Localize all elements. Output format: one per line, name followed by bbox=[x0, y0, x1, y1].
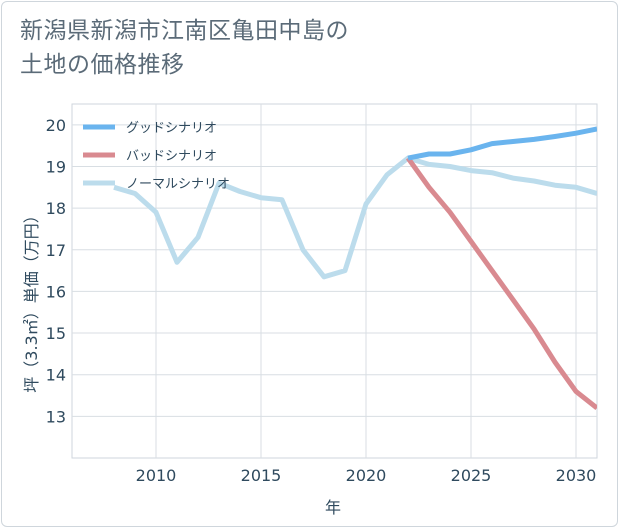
title-line-1: 新潟県新潟市江南区亀田中島の bbox=[20, 18, 349, 44]
title-line-2: 土地の価格推移 bbox=[20, 52, 185, 78]
series-line-0 bbox=[407, 126, 597, 161]
y-tick-label: 17 bbox=[46, 241, 66, 260]
x-tick-label: 2010 bbox=[136, 466, 177, 485]
x-tick-labels: 2010 2015 2020 2025 2030 bbox=[136, 466, 597, 485]
chart-title: 新潟県新潟市江南区亀田中島の 土地の価格推移 bbox=[20, 14, 349, 82]
legend-label-2: ノーマルシナリオ bbox=[126, 177, 230, 192]
series-line-1 bbox=[405, 156, 597, 410]
y-tick-label: 15 bbox=[46, 324, 66, 343]
x-tick-label: 2015 bbox=[241, 466, 282, 485]
y-tick-label: 18 bbox=[46, 199, 66, 218]
x-axis-title: 年 bbox=[325, 498, 341, 517]
y-gridlines bbox=[72, 124, 597, 417]
legend-label-0: グッドシナリオ bbox=[126, 121, 217, 136]
x-tick-label: 2020 bbox=[346, 466, 387, 485]
x-gridlines bbox=[155, 104, 577, 458]
y-tick-label: 13 bbox=[46, 407, 66, 426]
y-tick-labels: 13 14 15 16 17 18 19 20 bbox=[46, 116, 66, 427]
x-tick-label: 2025 bbox=[451, 466, 492, 485]
y-tick-label: 16 bbox=[46, 282, 66, 301]
y-tick-label: 20 bbox=[46, 116, 66, 135]
y-tick-label: 19 bbox=[46, 157, 66, 176]
legend-label-1: バッドシナリオ bbox=[126, 149, 217, 164]
plot-area bbox=[71, 103, 598, 459]
y-axis-title: 坪（3.3㎡）単価（万円） bbox=[22, 207, 41, 392]
x-tick-label: 2030 bbox=[556, 466, 597, 485]
series-line-2 bbox=[113, 155, 597, 280]
y-tick-label: 14 bbox=[46, 366, 66, 385]
series-layer bbox=[113, 126, 597, 410]
